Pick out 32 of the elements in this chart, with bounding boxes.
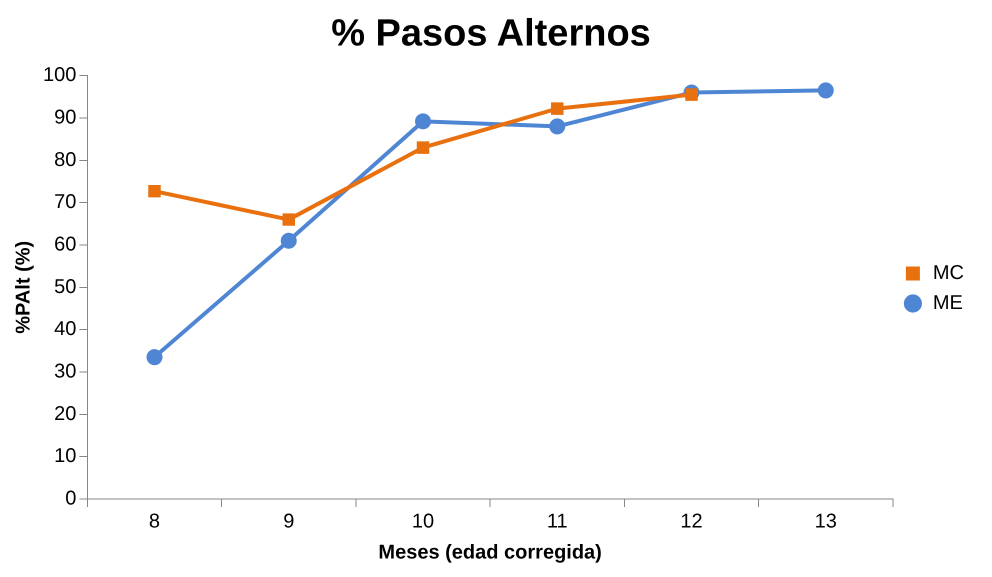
y-tick-label: 50 — [54, 276, 76, 298]
x-tick-label: 12 — [680, 510, 703, 533]
legend-label: MC — [932, 262, 964, 284]
y-tick-label: 40 — [54, 318, 76, 340]
point — [818, 82, 834, 98]
chart-title: % Pasos Alternos — [331, 12, 651, 54]
point — [415, 113, 432, 130]
x-tick-label: 11 — [546, 510, 568, 533]
point — [148, 184, 161, 198]
y-tick-label: 0 — [65, 488, 76, 510]
point — [685, 88, 698, 101]
y-tick-label: 80 — [54, 148, 76, 171]
point — [280, 232, 297, 249]
y-tick-label: 70 — [54, 191, 76, 214]
point — [146, 349, 162, 366]
y-tick-label: 30 — [54, 360, 76, 382]
point — [549, 118, 566, 134]
y-axis-title: %PAlt (%) — [12, 240, 35, 334]
y-tick-label: 60 — [54, 233, 76, 256]
y-tick-label: 90 — [54, 106, 76, 128]
x-tick-label: 13 — [814, 510, 837, 533]
x-axis-title: Meses (edad corregida) — [378, 542, 602, 564]
point — [551, 102, 564, 115]
x-tick-label: 9 — [283, 510, 294, 533]
x-tick-label: 10 — [412, 510, 434, 533]
legend-label: ME — [932, 292, 963, 314]
point — [416, 141, 430, 154]
x-tick-label: 8 — [148, 510, 160, 533]
y-tick-label: 100 — [42, 64, 76, 86]
point — [282, 213, 295, 226]
y-tick-label: 10 — [54, 445, 76, 468]
y-tick-label: 20 — [54, 402, 76, 425]
